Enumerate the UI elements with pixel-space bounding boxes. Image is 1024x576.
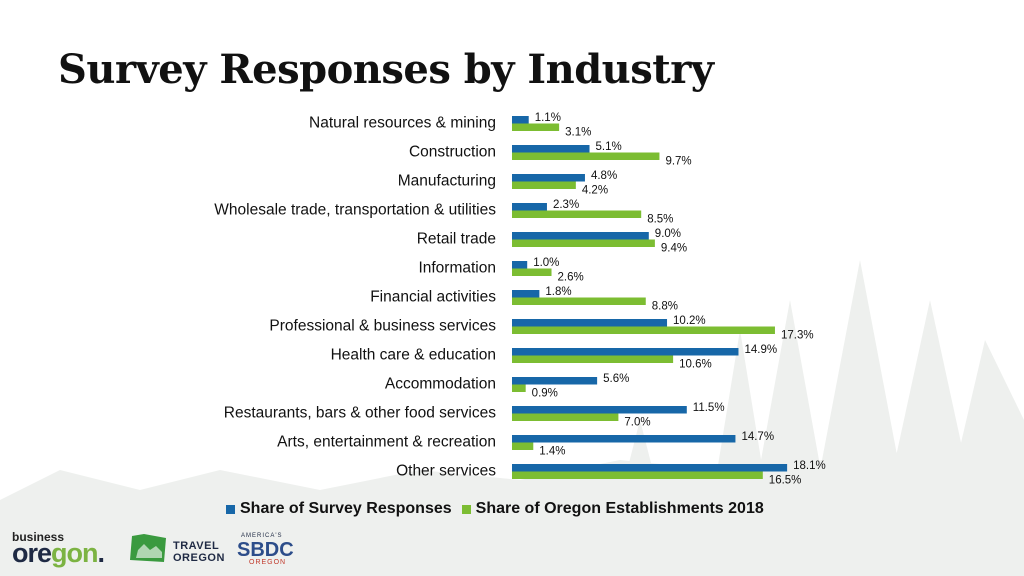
- travel-oregon-logo: TRAVEL OREGON: [173, 540, 225, 564]
- bars: [512, 116, 788, 479]
- category-label: Information: [418, 260, 496, 277]
- bar-survey: [512, 116, 529, 124]
- bar-survey: [512, 174, 585, 182]
- data-label-survey: 5.6%: [603, 373, 629, 385]
- bar-establishments: [512, 413, 619, 421]
- category-labels: Natural resources & mining Construction Ma…: [214, 115, 496, 480]
- category-label: Other services: [396, 463, 496, 480]
- category-label: Professional & business services: [269, 318, 496, 335]
- data-label-establishments: 9.4%: [661, 243, 687, 255]
- data-label-survey: 14.7%: [741, 431, 774, 443]
- data-label-survey: 2.3%: [553, 199, 579, 211]
- bar-establishments: [512, 297, 646, 305]
- bar-establishments: [512, 123, 560, 131]
- data-labels: 1.1% 3.1% 5.1% 9.7% 4.8% 4.2%2.3% 8.5% 9.0% 9.4%…: [532, 112, 826, 487]
- bar-establishments: [512, 210, 642, 218]
- slide-title: Survey Responses by Industry: [58, 46, 714, 93]
- data-label-establishments: 0.9%: [532, 388, 558, 400]
- oregon-map-icon: [130, 534, 166, 562]
- sbdc-logo: SBDC: [237, 539, 294, 561]
- bar-establishments: [512, 181, 576, 189]
- bar-survey: [512, 290, 540, 298]
- bar-survey: [512, 145, 590, 153]
- data-label-survey: 4.8%: [591, 170, 617, 182]
- category-label: Wholesale trade, transportation & utilit…: [214, 202, 496, 219]
- data-label-survey: 5.1%: [596, 141, 622, 153]
- bar-survey: [512, 348, 739, 356]
- data-label-establishments: 2.6%: [558, 272, 584, 284]
- bar-survey: [512, 261, 528, 269]
- data-label-establishments: 7.0%: [624, 417, 650, 429]
- data-label-survey: 11.5%: [693, 402, 725, 414]
- legend-swatch-establishments: [461, 504, 471, 514]
- category-label: Construction: [409, 144, 496, 161]
- bar-survey: [512, 406, 687, 414]
- bar-establishments: [512, 471, 763, 479]
- bar-survey: [512, 203, 547, 211]
- industry-bar-chart: Natural resources & mining Construction Ma…: [214, 112, 826, 487]
- data-label-survey: 1.1%: [535, 112, 561, 124]
- data-label-establishments: 16.5%: [769, 475, 802, 487]
- data-label-establishments: 9.7%: [665, 156, 691, 168]
- bar-survey: [512, 232, 649, 240]
- category-label: Arts, entertainment & recreation: [277, 434, 496, 451]
- bar-survey: [512, 464, 788, 472]
- legend-label-establishments: Share of Oregon Establishments 2018: [475, 500, 764, 517]
- bar-establishments: [512, 152, 660, 160]
- sbdc-logo-sub: OREGON: [249, 559, 287, 566]
- bar-survey: [512, 319, 668, 327]
- data-label-survey: 18.1%: [793, 460, 826, 472]
- bar-survey: [512, 435, 736, 443]
- business-oregon-logo: oregon.: [12, 538, 105, 568]
- legend-label-survey: Share of Survey Responses: [240, 500, 452, 517]
- bar-establishments: [512, 326, 775, 334]
- data-label-establishments: 17.3%: [781, 330, 814, 342]
- legend-item-survey: Share of Survey Responses: [226, 500, 452, 518]
- bar-survey: [512, 377, 598, 385]
- data-label-survey: 1.0%: [533, 257, 559, 269]
- category-label: Health care & education: [331, 347, 496, 364]
- data-label-survey: 14.9%: [744, 344, 777, 356]
- legend-item-establishments: Share of Oregon Establishments 2018: [461, 500, 764, 518]
- sbdc-logo-top: AMERICA'S: [241, 533, 283, 539]
- category-label: Manufacturing: [398, 173, 496, 190]
- legend-swatch-survey: [226, 504, 235, 514]
- data-label-establishments: 8.8%: [652, 301, 678, 313]
- business-oregon-logo-top: business: [12, 530, 65, 544]
- category-label: Accommodation: [385, 376, 496, 393]
- category-label: Restaurants, bars & other food services: [224, 405, 496, 422]
- category-label: Financial activities: [370, 289, 496, 306]
- category-label: Natural resources & mining: [309, 115, 496, 132]
- chart-legend: Share of Survey Responses Share of Orego…: [226, 500, 764, 518]
- data-label-establishments: 4.2%: [582, 185, 608, 197]
- bar-establishments: [512, 268, 552, 276]
- bar-establishments: [512, 384, 526, 392]
- data-label-establishments: 10.6%: [679, 359, 712, 371]
- bar-establishments: [512, 355, 674, 363]
- bar-establishments: [512, 239, 655, 247]
- category-label: Retail trade: [417, 231, 496, 248]
- data-label-establishments: 8.5%: [647, 214, 673, 226]
- partner-logos: business oregon. TRAVEL OREGON AMERICA'S…: [0, 520, 420, 576]
- data-label-survey: 1.8%: [545, 286, 571, 298]
- data-label-establishments: 3.1%: [565, 127, 591, 139]
- data-label-survey: 10.2%: [673, 315, 706, 327]
- data-label-survey: 9.0%: [655, 228, 681, 240]
- data-label-establishments: 1.4%: [539, 446, 565, 458]
- bar-establishments: [512, 442, 534, 450]
